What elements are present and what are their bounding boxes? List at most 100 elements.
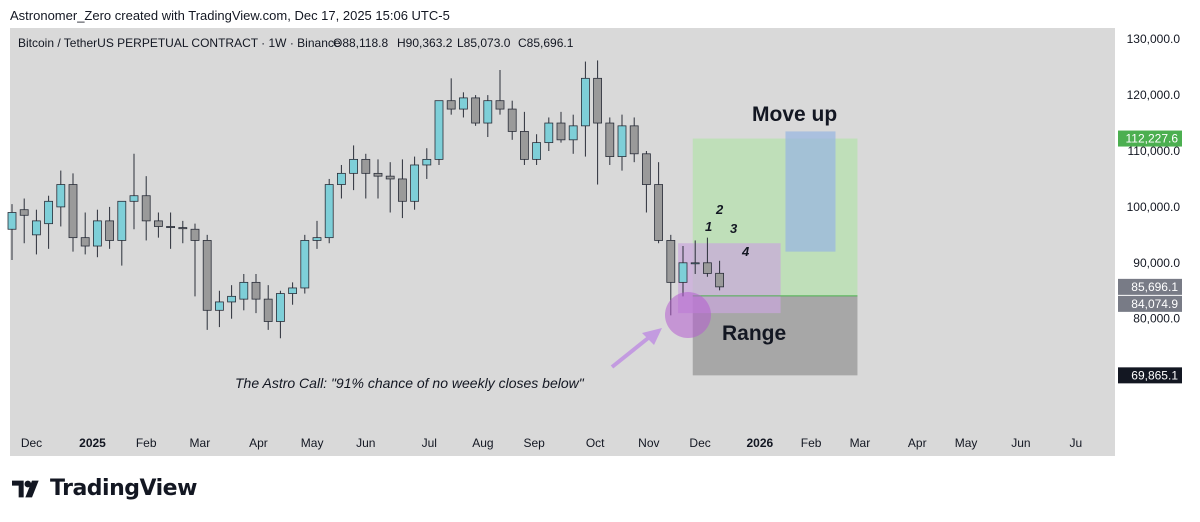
candle-body <box>44 200 53 225</box>
candle-body <box>7 212 17 230</box>
arrow-head <box>642 328 662 345</box>
x-tick-label: Dec <box>689 436 710 450</box>
price-badge-label: 84,074.9 <box>1131 297 1178 311</box>
candle[interactable] <box>593 60 602 185</box>
candle-body <box>80 237 90 247</box>
candle-body <box>251 281 261 300</box>
candle-body <box>300 240 310 289</box>
candle-body <box>385 175 395 180</box>
candle[interactable] <box>422 148 432 179</box>
candle[interactable] <box>239 273 249 311</box>
candle-body <box>32 220 41 236</box>
candle[interactable] <box>349 145 359 191</box>
x-tick-label: May <box>301 436 324 450</box>
candle[interactable] <box>32 209 41 255</box>
candle[interactable] <box>654 162 663 244</box>
candle-body <box>593 77 602 124</box>
candle-body <box>581 77 590 127</box>
candle-body <box>190 228 200 241</box>
price-badge: 69,865.1 <box>1118 367 1182 384</box>
candle-body <box>68 184 78 239</box>
candle[interactable] <box>568 114 578 154</box>
candle[interactable] <box>507 100 517 140</box>
candle[interactable] <box>153 212 163 238</box>
candle[interactable] <box>263 285 273 330</box>
candle[interactable] <box>410 156 420 210</box>
candle[interactable] <box>532 134 541 165</box>
price-badge: 85,696.1 <box>1118 278 1182 295</box>
candle[interactable] <box>397 159 407 219</box>
legend-symbol: Bitcoin / TetherUS PERPETUAL CONTRACT · … <box>18 36 341 50</box>
candle[interactable] <box>336 164 346 199</box>
candle-body <box>166 226 176 228</box>
candle[interactable] <box>715 260 724 291</box>
candle[interactable] <box>690 240 700 274</box>
x-tick-label: Mar <box>850 436 871 450</box>
candle[interactable] <box>703 237 712 277</box>
candle-body <box>690 262 700 265</box>
candle[interactable] <box>605 117 615 165</box>
candle[interactable] <box>202 234 212 330</box>
candle[interactable] <box>214 290 224 328</box>
candle[interactable] <box>373 159 383 199</box>
candle-body <box>507 108 517 132</box>
candle[interactable] <box>288 282 298 305</box>
candle[interactable] <box>434 100 444 165</box>
candle[interactable] <box>190 223 200 297</box>
candle-body <box>153 220 163 227</box>
candle[interactable] <box>458 92 468 118</box>
candle[interactable] <box>227 285 237 319</box>
candle-body <box>361 158 371 174</box>
candle[interactable] <box>93 209 102 258</box>
candle[interactable] <box>361 153 371 199</box>
wave-count-label: 3 <box>730 221 738 236</box>
candle[interactable] <box>678 246 688 297</box>
legend-close: C85,696.1 <box>518 36 574 50</box>
candle[interactable] <box>385 162 395 213</box>
candle-body <box>568 125 578 141</box>
candle[interactable] <box>544 117 554 151</box>
candle[interactable] <box>56 170 66 227</box>
candle[interactable] <box>471 95 481 126</box>
candle[interactable] <box>117 200 127 266</box>
candle[interactable] <box>68 173 78 252</box>
candle[interactable] <box>129 153 139 230</box>
candle-body <box>532 142 541 160</box>
candle[interactable] <box>446 78 456 115</box>
candle[interactable] <box>520 111 529 165</box>
x-tick-label: May <box>955 436 978 450</box>
candle[interactable] <box>300 234 310 294</box>
candle[interactable] <box>105 206 114 249</box>
x-tick-label: Jun <box>356 436 375 450</box>
candle[interactable] <box>7 204 17 261</box>
candle[interactable] <box>251 273 261 314</box>
candle[interactable] <box>581 61 590 157</box>
candle[interactable] <box>617 114 627 171</box>
price-axis-background <box>1115 28 1195 456</box>
candle-body <box>117 200 127 241</box>
candle-body <box>214 301 224 311</box>
candle-body <box>227 295 237 303</box>
candle[interactable] <box>80 212 90 255</box>
candle[interactable] <box>556 111 566 143</box>
candle[interactable] <box>19 198 29 244</box>
brand-footer: TradingView <box>12 476 197 501</box>
candle[interactable] <box>141 176 151 241</box>
candle[interactable] <box>166 212 176 249</box>
candle[interactable] <box>44 195 53 249</box>
x-tick-label: Jul <box>422 436 437 450</box>
y-tick-label: 100,000.0 <box>1127 200 1181 214</box>
candle[interactable] <box>483 95 493 138</box>
candle[interactable] <box>312 220 322 249</box>
candle-body <box>263 298 273 322</box>
candle[interactable] <box>495 69 505 115</box>
candle-body <box>495 100 505 110</box>
candle[interactable] <box>178 220 188 244</box>
candle[interactable] <box>642 151 651 213</box>
candle[interactable] <box>324 178 334 244</box>
candle-body <box>312 237 322 241</box>
candle[interactable] <box>629 117 639 163</box>
candle[interactable] <box>275 290 285 339</box>
